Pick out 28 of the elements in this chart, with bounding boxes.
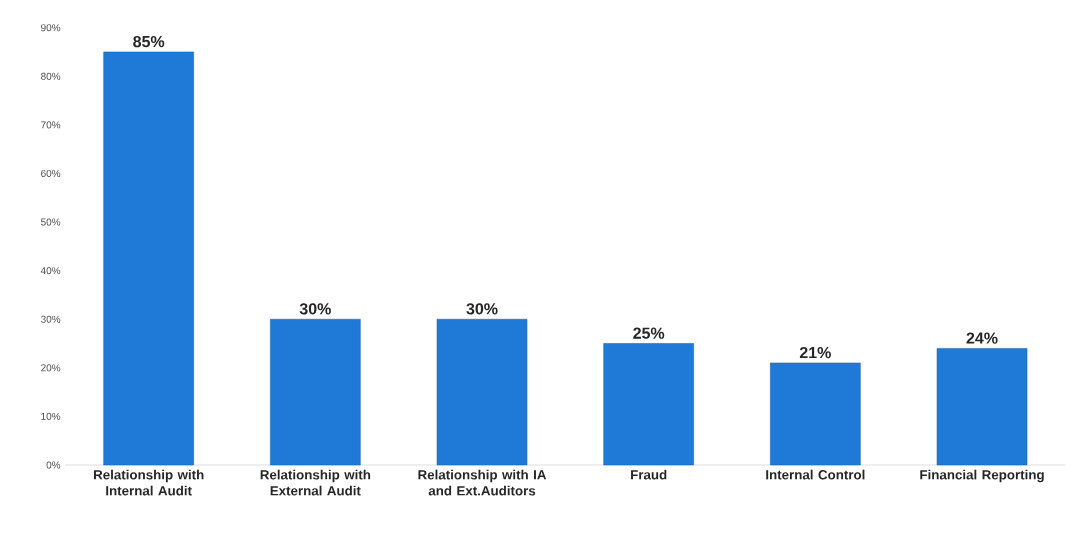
x-tick-label: Relationship with Internal Audit xyxy=(94,469,204,496)
y-tick-label: 30% xyxy=(40,315,61,323)
x-tick-label: Fraud xyxy=(631,469,667,480)
y-tick-label: 60% xyxy=(41,169,61,177)
y-tick-label: 50% xyxy=(41,218,61,226)
y-tick-label: 0% xyxy=(46,461,61,469)
y-tick-label: 40% xyxy=(40,267,61,275)
bar xyxy=(770,362,861,466)
y-tick-label: 80% xyxy=(41,72,61,80)
bar xyxy=(270,318,361,466)
data-label: 21% xyxy=(799,346,831,359)
x-tick-label: Relationship with External Audit xyxy=(260,469,371,496)
data-label: 85% xyxy=(133,35,165,48)
data-label: 24% xyxy=(966,332,998,344)
y-tick-label: 70% xyxy=(41,121,61,129)
x-tick-label: Internal Control xyxy=(766,469,865,480)
y-tick-label: 20% xyxy=(41,364,61,372)
bar xyxy=(936,348,1028,466)
data-label: 30% xyxy=(466,303,498,315)
bar xyxy=(603,343,694,466)
x-tick-label: Relationship with IA and Ext.Auditors xyxy=(418,469,547,496)
bar xyxy=(436,318,528,466)
y-tick-label: 10% xyxy=(41,412,61,420)
data-label: 25% xyxy=(633,327,665,339)
x-tick-label: Financial Reporting xyxy=(920,469,1044,483)
data-label: 30% xyxy=(299,303,331,315)
y-tick-label: 90% xyxy=(41,24,61,32)
bar xyxy=(103,51,194,466)
